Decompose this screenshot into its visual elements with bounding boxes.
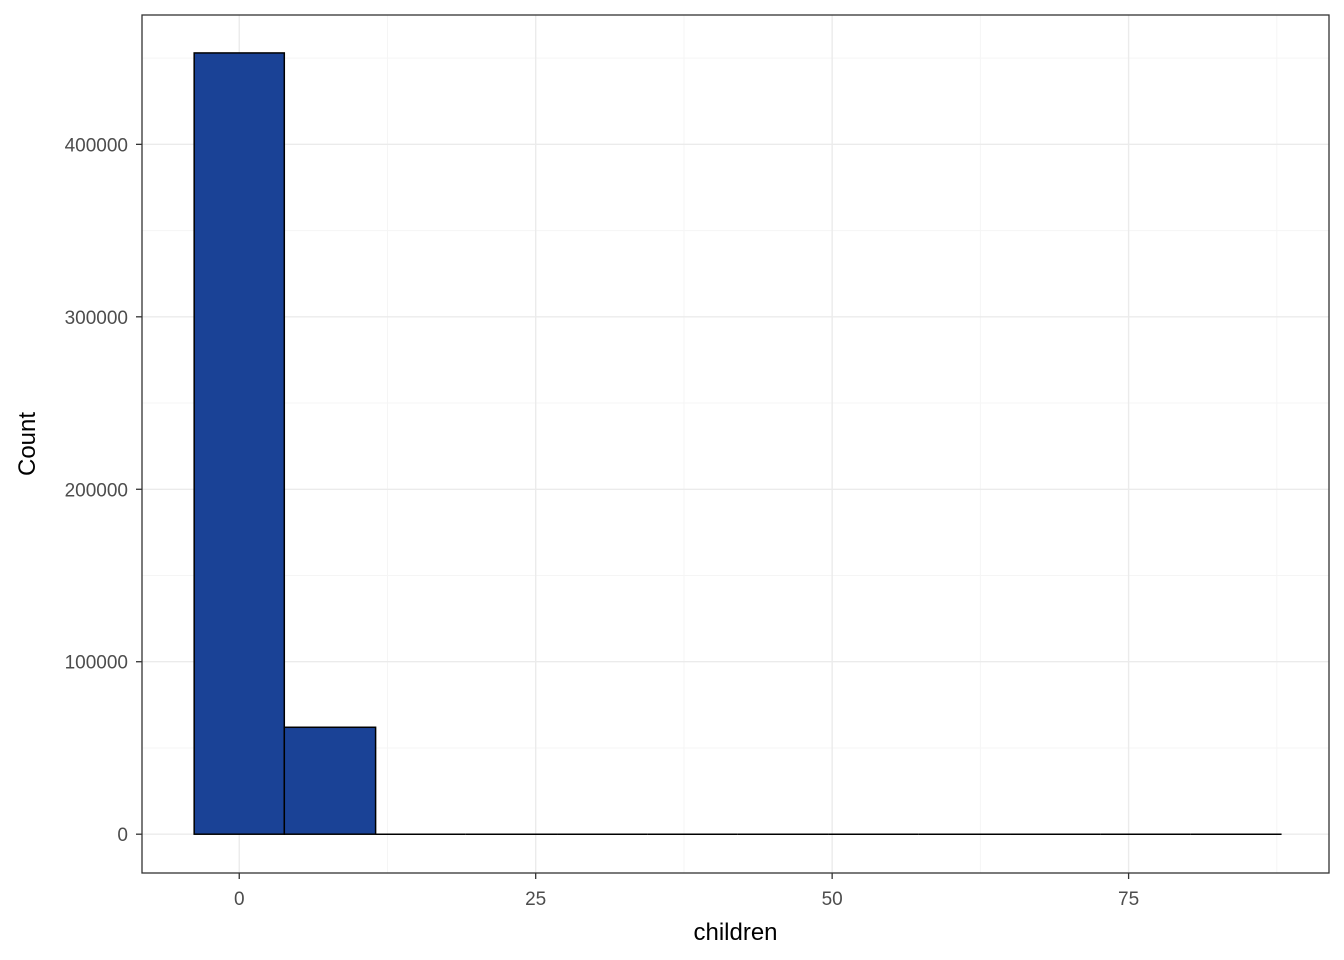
x-axis: 0 25 50 75 xyxy=(234,873,1139,910)
y-axis-title: Count xyxy=(14,412,41,476)
histogram-bar xyxy=(193,52,286,835)
bars-layer xyxy=(193,52,1282,835)
y-tick-label: 200000 xyxy=(65,480,128,501)
x-axis-title: children xyxy=(693,919,777,946)
x-tick-label: 50 xyxy=(822,889,843,910)
panel-border xyxy=(141,14,1330,874)
y-axis: 0 100000 200000 300000 400000 xyxy=(65,135,142,846)
y-tick-label: 0 xyxy=(117,825,128,846)
histogram-bar xyxy=(283,726,377,835)
y-tick-label: 300000 xyxy=(65,308,128,329)
x-tick-label: 75 xyxy=(1118,889,1139,910)
y-tick-label: 100000 xyxy=(65,653,128,674)
x-tick-label: 0 xyxy=(234,889,245,910)
x-tick-label: 25 xyxy=(525,889,546,910)
y-tick-label: 400000 xyxy=(65,135,128,156)
